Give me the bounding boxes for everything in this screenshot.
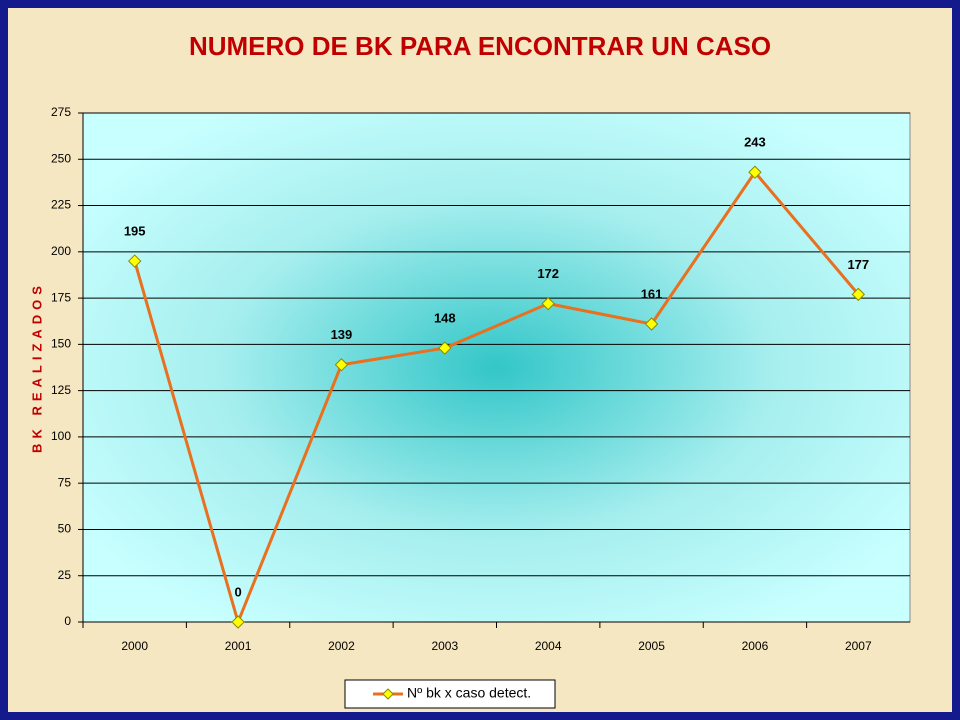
- x-tick-label: 2005: [638, 639, 665, 653]
- y-axis-label: BK REALIZADOS: [29, 281, 44, 453]
- marker: [334, 358, 349, 372]
- series-line: [133, 170, 860, 624]
- data-label: 195: [124, 224, 146, 239]
- marker: [851, 287, 866, 302]
- marker: [748, 165, 762, 179]
- data-label: 148: [434, 311, 456, 326]
- y-tick-label: 275: [51, 105, 71, 119]
- marker: [127, 254, 142, 268]
- data-label: 161: [641, 286, 663, 301]
- plot-area: [82, 112, 911, 623]
- data-label: 243: [744, 135, 766, 150]
- y-tick-label: 150: [51, 337, 71, 351]
- data-label: 172: [537, 266, 559, 281]
- y-tick-label: 50: [58, 522, 72, 536]
- y-tick-label: 250: [51, 151, 71, 165]
- y-tick-label: 0: [64, 614, 71, 628]
- legend-marker: [382, 688, 394, 700]
- marker: [231, 615, 245, 629]
- marker: [438, 341, 452, 355]
- y-tick-label: 125: [51, 383, 71, 397]
- data-label: 139: [331, 327, 353, 342]
- x-tick-label: 2006: [742, 639, 769, 653]
- data-label: 0: [234, 584, 241, 599]
- chart-title: NUMERO DE BK PARA ENCONTRAR UN CASO: [189, 31, 771, 61]
- x-tick-label: 2004: [535, 639, 562, 653]
- data-label: 177: [847, 257, 869, 272]
- y-tick-label: 225: [51, 198, 71, 212]
- marker: [644, 317, 659, 331]
- y-tick-label: 75: [58, 475, 72, 489]
- x-tick-label: 2002: [328, 639, 355, 653]
- x-tick-label: 2001: [225, 639, 252, 653]
- y-tick-label: 200: [51, 244, 71, 258]
- marker: [541, 296, 555, 311]
- y-tick-label: 175: [51, 290, 71, 304]
- legend-label: Nº bk x caso detect.: [407, 685, 531, 701]
- y-tick-label: 100: [51, 429, 71, 443]
- x-tick-label: 2007: [845, 639, 872, 653]
- x-tick-label: 2000: [121, 639, 148, 653]
- x-tick-label: 2003: [431, 639, 458, 653]
- y-tick-label: 25: [58, 568, 72, 582]
